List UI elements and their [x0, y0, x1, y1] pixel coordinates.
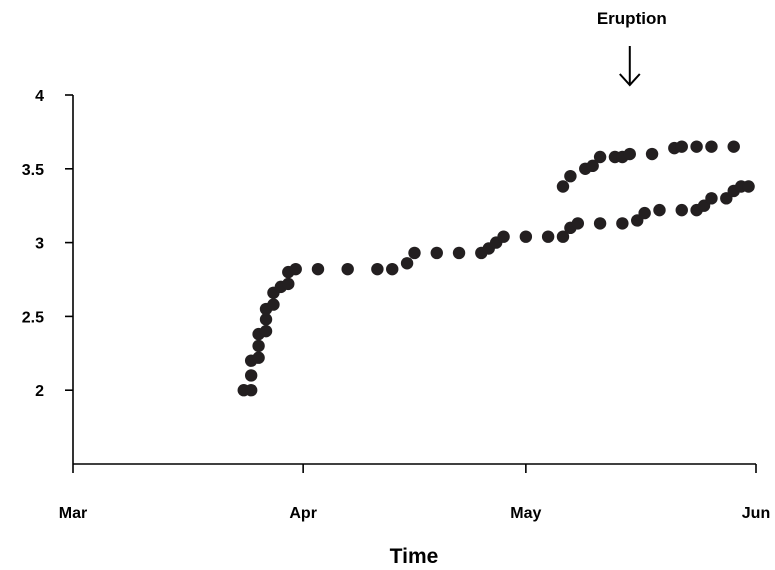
data-point	[564, 169, 577, 183]
data-point	[408, 246, 421, 260]
data-point	[556, 180, 570, 193]
x-axis-title: Time	[390, 545, 439, 568]
data-points	[237, 140, 755, 397]
y-ticks: 2 2.5 3 3.5 4	[22, 88, 73, 400]
x-tick-label: Mar	[59, 505, 87, 522]
data-point	[675, 203, 688, 217]
y-tick-label: 2.5	[22, 309, 44, 326]
data-point	[705, 192, 718, 205]
data-point	[371, 262, 384, 276]
data-point	[653, 203, 666, 217]
data-point	[259, 324, 273, 338]
x-ticks: Mar Apr May Jun	[59, 464, 770, 522]
data-point	[571, 217, 585, 230]
data-point	[259, 313, 273, 326]
data-point	[690, 140, 703, 153]
data-point	[452, 246, 466, 260]
y-tick-label: 3.5	[22, 162, 44, 179]
data-point	[586, 159, 599, 173]
data-point	[705, 140, 718, 153]
data-point	[267, 298, 280, 311]
data-point	[623, 147, 636, 161]
x-tick-label: Apr	[289, 505, 317, 522]
data-point	[616, 217, 629, 230]
data-point	[497, 230, 510, 243]
axes	[72, 95, 756, 465]
y-tick-label: 2	[35, 383, 44, 400]
data-point	[282, 277, 295, 291]
data-point	[341, 262, 354, 276]
data-point	[675, 140, 688, 153]
data-point	[400, 257, 414, 270]
down-arrow-icon	[619, 46, 641, 87]
y-tick-label: 4	[35, 88, 44, 105]
eruption-annotation: Eruption	[597, 9, 667, 87]
data-point	[556, 230, 570, 243]
data-point	[593, 150, 607, 164]
data-point	[244, 369, 258, 382]
data-point	[638, 206, 651, 220]
eruption-label: Eruption	[597, 9, 667, 28]
data-point	[742, 180, 755, 193]
data-point	[645, 147, 659, 161]
data-point	[593, 217, 607, 230]
x-tick-label: Jun	[742, 505, 770, 522]
x-tick-label: May	[510, 505, 541, 522]
y-tick-label: 3	[35, 236, 44, 253]
data-point	[386, 262, 399, 276]
data-point	[252, 351, 265, 364]
data-point	[727, 140, 740, 153]
data-point	[311, 262, 325, 276]
data-point	[541, 230, 555, 243]
data-point	[244, 384, 258, 397]
data-point	[519, 230, 533, 243]
data-point	[289, 262, 302, 276]
data-point	[430, 246, 443, 260]
data-point	[252, 339, 265, 353]
